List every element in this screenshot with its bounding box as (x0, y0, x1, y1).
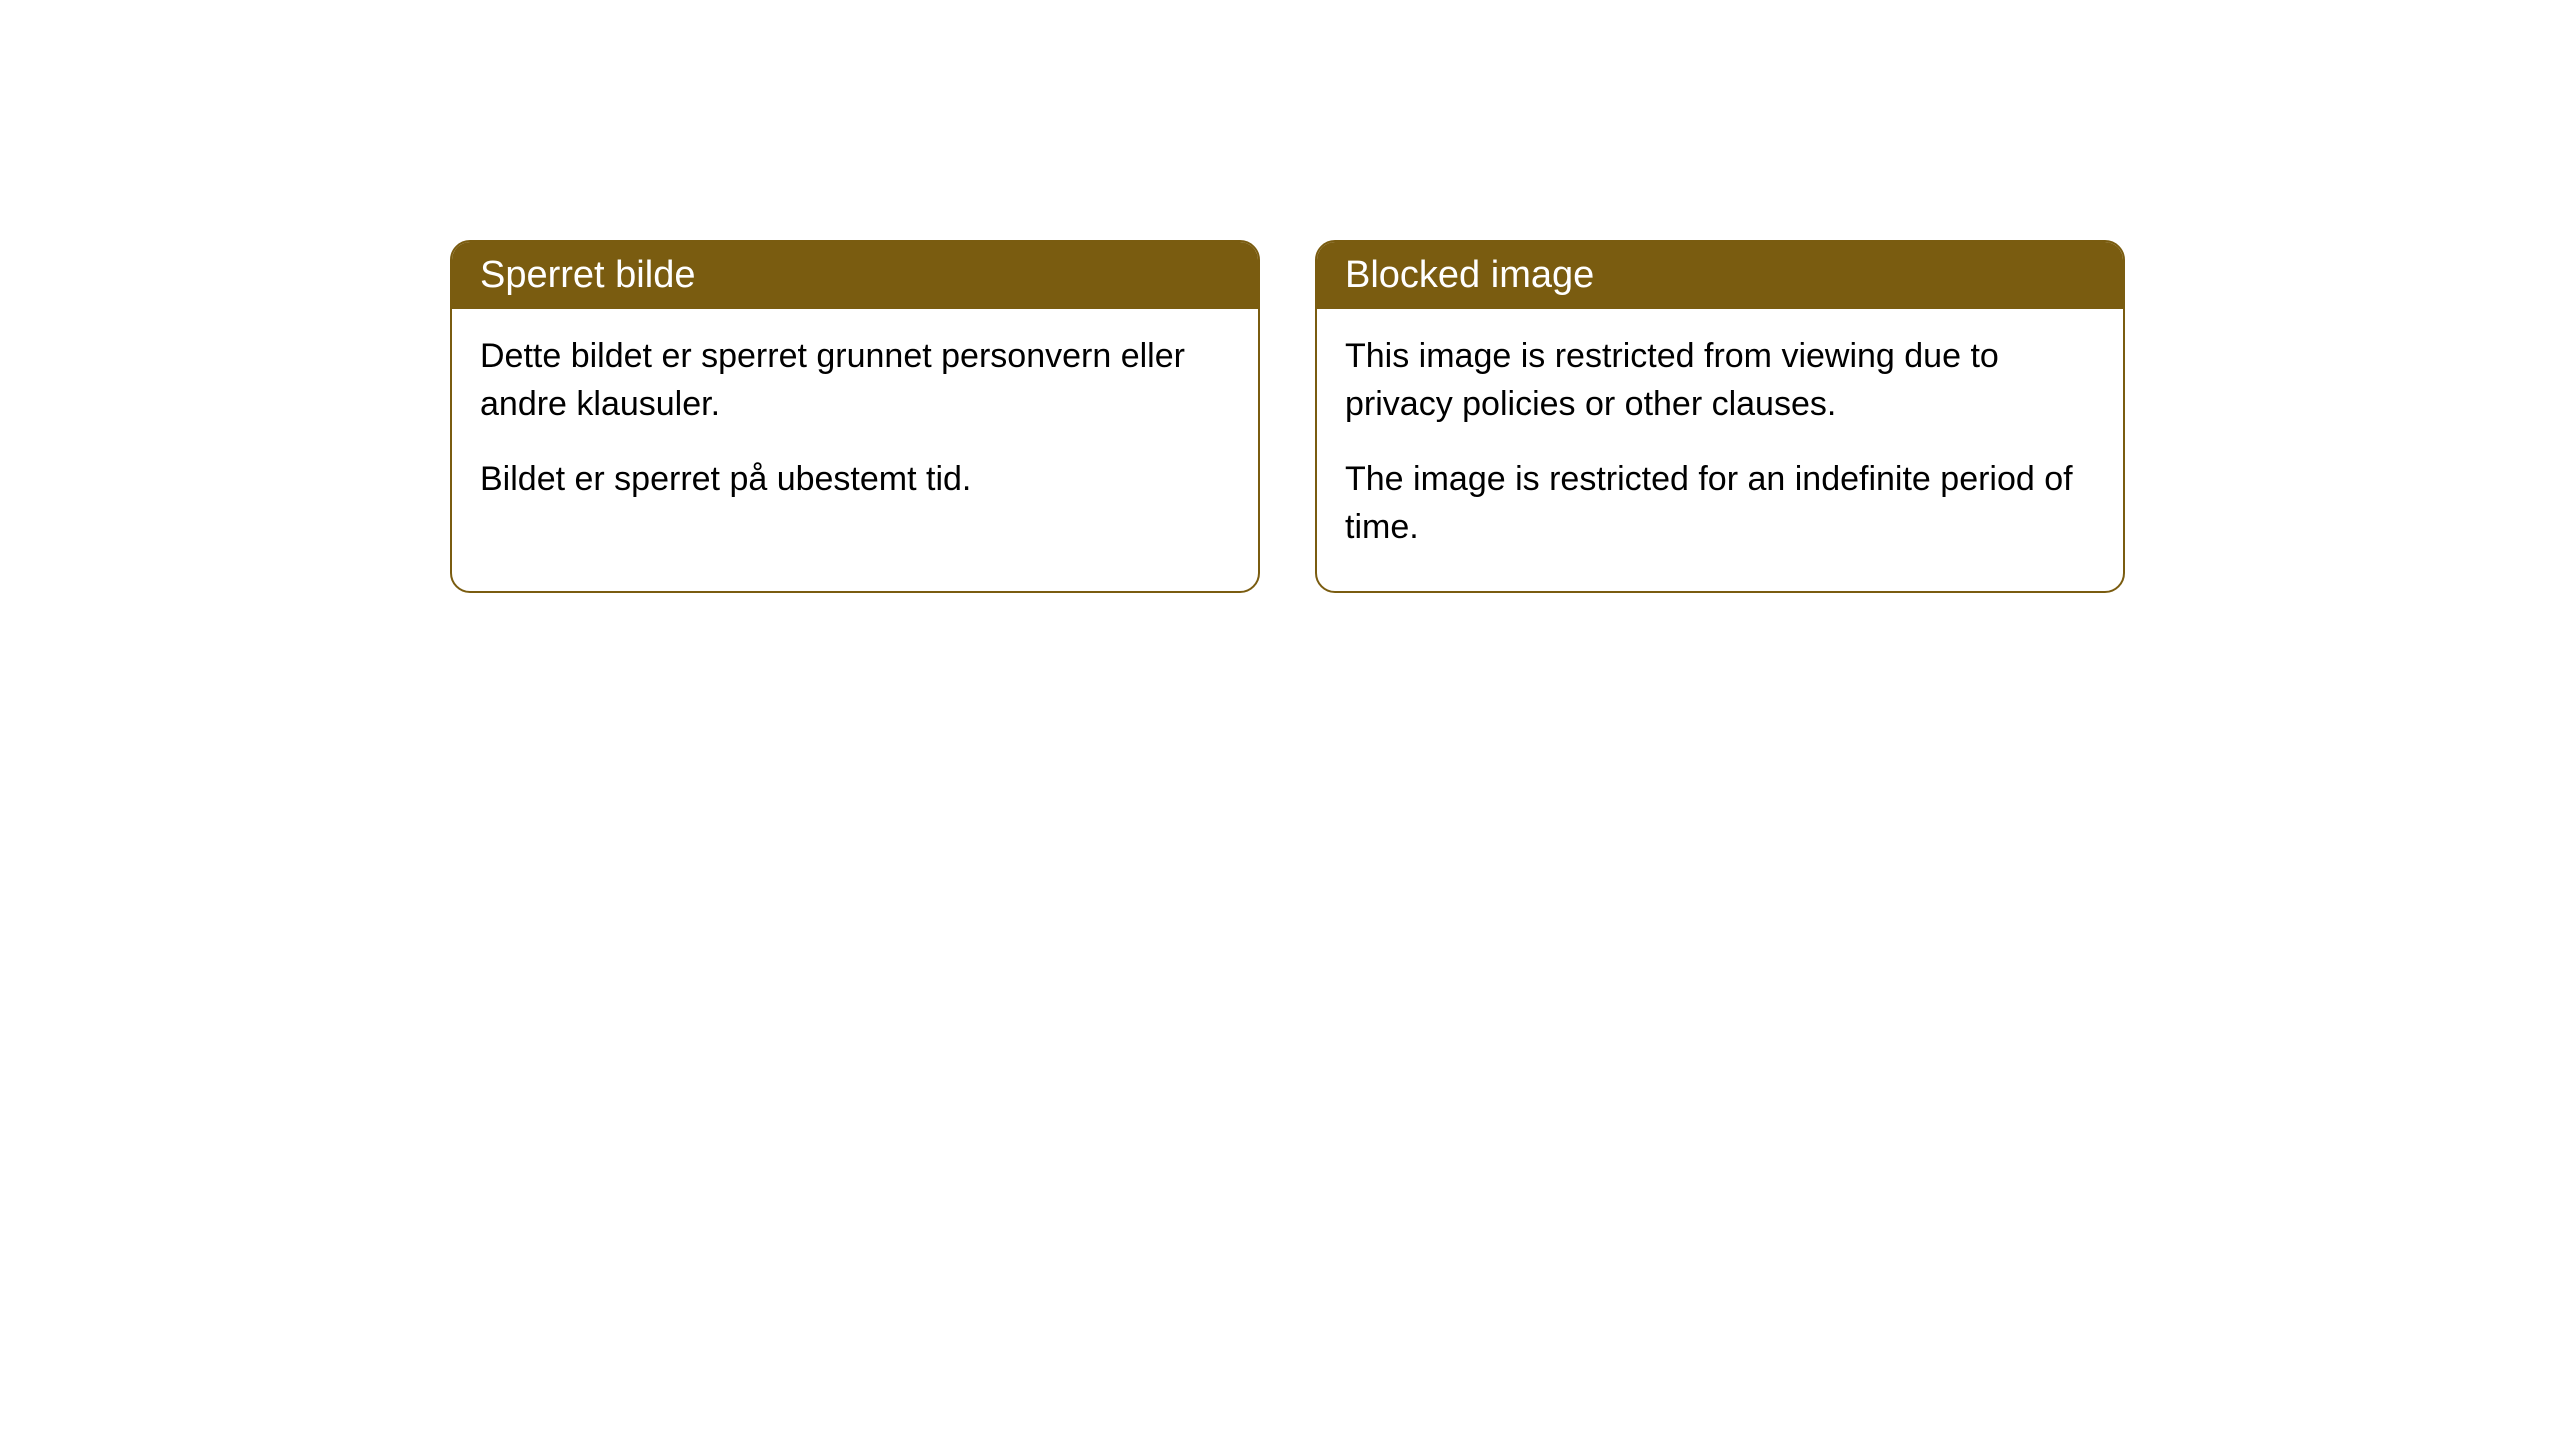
card-paragraph-1: This image is restricted from viewing du… (1345, 333, 2095, 428)
card-body: Dette bildet er sperret grunnet personve… (452, 309, 1258, 544)
card-header: Blocked image (1317, 242, 2123, 309)
card-title: Blocked image (1345, 254, 1594, 296)
cards-container: Sperret bilde Dette bildet er sperret gr… (450, 240, 2125, 593)
card-title: Sperret bilde (480, 254, 695, 296)
card-header: Sperret bilde (452, 242, 1258, 309)
notice-card-english: Blocked image This image is restricted f… (1315, 240, 2125, 593)
card-paragraph-1: Dette bildet er sperret grunnet personve… (480, 333, 1230, 428)
notice-card-norwegian: Sperret bilde Dette bildet er sperret gr… (450, 240, 1260, 593)
card-paragraph-2: Bildet er sperret på ubestemt tid. (480, 456, 1230, 504)
card-body: This image is restricted from viewing du… (1317, 309, 2123, 591)
card-paragraph-2: The image is restricted for an indefinit… (1345, 456, 2095, 551)
